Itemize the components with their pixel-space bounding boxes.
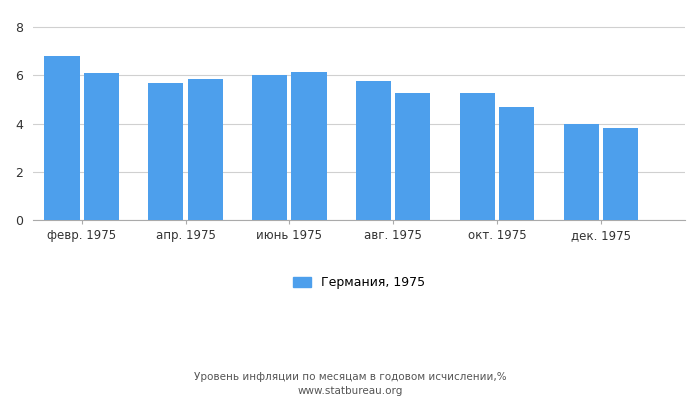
Legend: Германия, 1975: Германия, 1975 [288,271,430,294]
Bar [603,128,638,220]
Bar [564,124,598,220]
Bar [148,82,183,220]
Bar [291,72,327,220]
Bar [395,93,430,220]
Text: Уровень инфляции по месяцам в годовом исчислении,%
www.statbureau.org: Уровень инфляции по месяцам в годовом ис… [194,372,506,396]
Bar [460,93,495,220]
Bar [44,56,80,220]
Bar [252,75,287,220]
Bar [188,79,223,220]
Bar [499,107,534,220]
Bar [84,73,119,220]
Bar [356,81,391,220]
